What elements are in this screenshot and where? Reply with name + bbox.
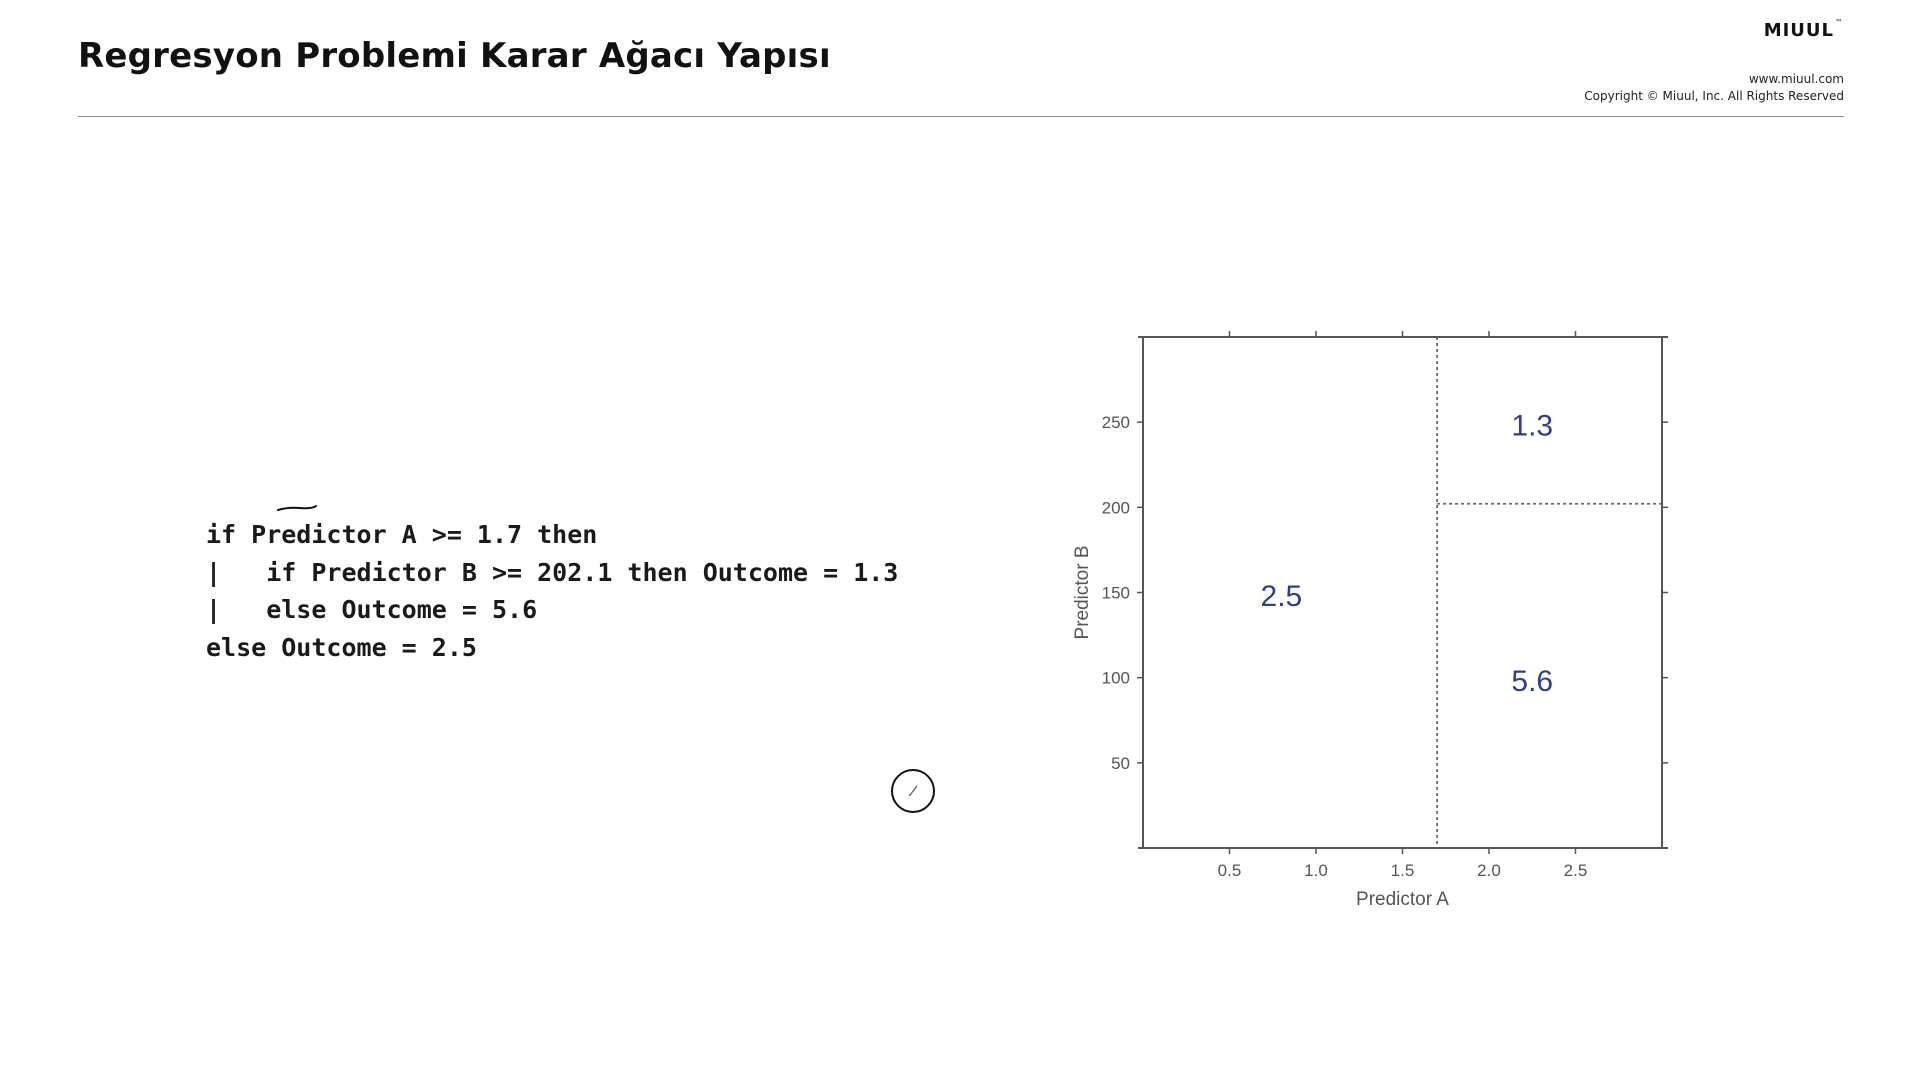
pen-cursor-icon	[891, 769, 935, 813]
y-tick-label: 100	[1102, 669, 1130, 688]
code-line: | if Predictor B >= 202.1 then Outcome =…	[206, 557, 899, 587]
x-tick-label: 2.5	[1564, 861, 1588, 880]
x-tick-label: 1.0	[1304, 861, 1328, 880]
y-tick-label: 250	[1102, 413, 1130, 432]
brand-name: MIUUL	[1763, 20, 1834, 41]
partition-chart: 0.5 1.0 1.5 2.0 2.5 50 100 150 200 250 2.5 1.3 5.6 Pr…	[1072, 331, 1668, 910]
y-axis-label: Predictor B	[1072, 546, 1093, 640]
brand-logo: MIUUL™	[1763, 18, 1844, 41]
y-tick-label: 150	[1102, 584, 1130, 603]
copyright-notice: Copyright © Miuul, Inc. All Rights Reser…	[1584, 89, 1844, 103]
region-outcome-label: 1.3	[1511, 410, 1553, 443]
plot-frame	[1142, 336, 1663, 849]
code-line: if Predictor A >= 1.7 then	[206, 520, 598, 549]
region-outcome-label: 5.6	[1511, 665, 1553, 698]
pen-stroke-icon	[277, 505, 317, 511]
y-tick-label: 50	[1111, 754, 1130, 773]
code-line: else Outcome = 2.5	[206, 632, 477, 662]
x-axis-label: Predictor A	[1356, 889, 1449, 910]
slide-title: Regresyon Problemi Karar Ağacı Yapısı	[78, 36, 831, 76]
x-tick-label: 2.0	[1477, 861, 1501, 880]
x-tick-label: 0.5	[1218, 861, 1242, 880]
trademark-symbol: ™	[1835, 18, 1844, 27]
x-tick-label: 1.5	[1391, 861, 1415, 880]
header-divider	[78, 116, 1844, 117]
region-outcome-label: 2.5	[1261, 580, 1303, 613]
website-url: www.miuul.com	[1748, 72, 1844, 86]
y-tick-label: 200	[1102, 498, 1130, 517]
code-line: | else Outcome = 5.6	[206, 595, 538, 624]
decision-rules-code: if Predictor A >= 1.7 then | if Predictor…	[206, 516, 898, 666]
